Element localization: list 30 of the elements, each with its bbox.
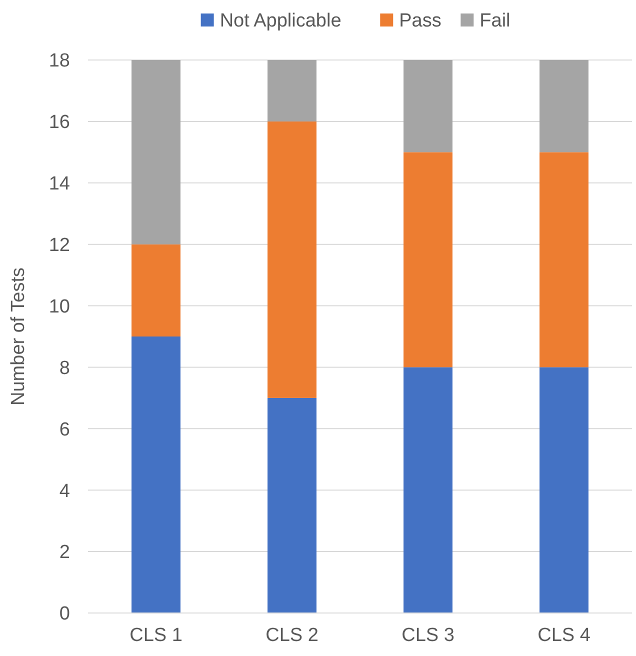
bar xyxy=(268,60,316,122)
x-tick-label: CLS 1 xyxy=(130,625,182,646)
y-tick-label: 14 xyxy=(48,174,70,195)
bar xyxy=(404,152,452,368)
bar xyxy=(404,367,452,613)
y-tick-label: 4 xyxy=(59,480,70,502)
bar xyxy=(540,60,588,152)
bar xyxy=(268,121,316,398)
y-tick-label: 16 xyxy=(48,112,70,134)
x-tick-label: CLS 2 xyxy=(266,625,318,646)
legend-label: Not Applicable xyxy=(220,10,342,32)
x-tick-label: CLS 3 xyxy=(402,625,454,646)
bar xyxy=(268,398,316,613)
y-axis-title: Number of Tests xyxy=(8,268,29,406)
bar xyxy=(132,60,180,244)
y-tick-label: 18 xyxy=(48,50,70,72)
bar xyxy=(540,152,588,368)
y-tick-label: 10 xyxy=(48,296,70,318)
bar xyxy=(540,367,588,613)
y-tick-label: 12 xyxy=(48,234,70,256)
y-tick-label: 2 xyxy=(59,542,70,564)
legend-label: Pass xyxy=(399,10,442,32)
bar xyxy=(404,60,452,152)
legend-label: Fail xyxy=(480,10,510,32)
bar xyxy=(132,244,180,336)
y-tick-label: 8 xyxy=(59,358,70,379)
y-tick-label: 0 xyxy=(59,604,70,625)
y-tick-label: 6 xyxy=(59,419,70,440)
x-tick-label: CLS 4 xyxy=(538,625,591,646)
bar xyxy=(132,336,180,613)
